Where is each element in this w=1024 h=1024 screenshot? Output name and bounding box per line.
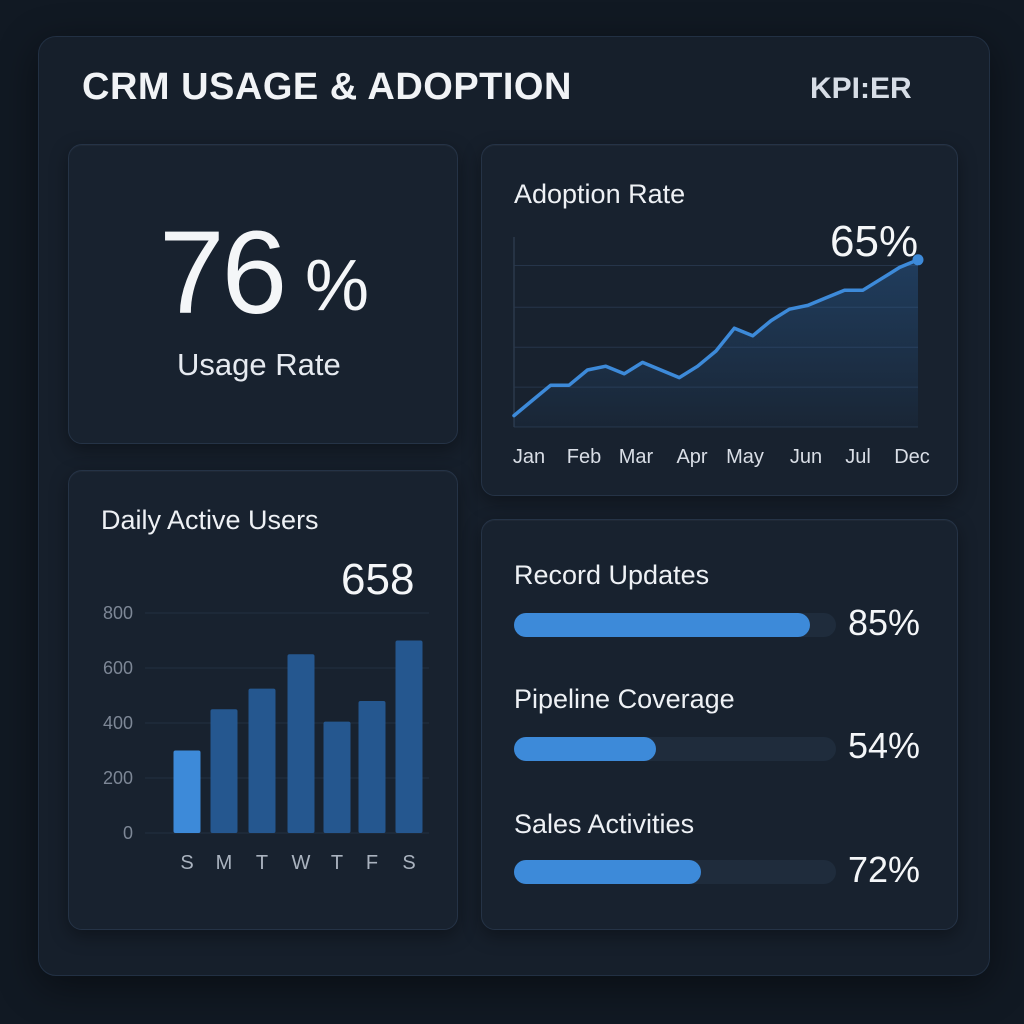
dau-y-axis: 800 600 400 200 0 <box>103 603 133 843</box>
dau-y-tick-label: 800 <box>103 603 133 623</box>
dau-bar <box>358 701 386 833</box>
dau-x-tick-label: F <box>366 852 378 874</box>
metric-label: Record Updates <box>514 560 710 590</box>
adoption-x-tick-label: Apr <box>676 446 707 468</box>
brand-logo: KPI:ER <box>810 72 912 105</box>
adoption-rate-value: 65% <box>830 217 919 266</box>
metric-value: 72% <box>848 849 921 890</box>
dau-x-tick-label: S <box>402 852 415 874</box>
adoption-end-point <box>912 254 924 266</box>
adoption-x-tick-label: Jan <box>513 446 545 468</box>
metric-progress-fill <box>514 613 811 637</box>
metric-label: Pipeline Coverage <box>514 684 735 714</box>
dau-bars <box>173 640 423 833</box>
adoption-rate-card[interactable]: Adoption Rate 65% Jan Feb Mar Apr May Jun Jul D… <box>481 144 958 496</box>
adoption-x-tick-label: Dec <box>894 446 930 468</box>
dau-title: Daily Active Users <box>101 505 319 535</box>
dau-bar <box>323 721 351 833</box>
metric-value: 85% <box>848 602 921 643</box>
metric-progress-track <box>514 737 836 761</box>
daily-active-users-card[interactable]: Daily Active Users 658 800 600 400 200 0 S M T… <box>68 470 458 930</box>
dau-bar <box>173 750 201 833</box>
dau-x-tick-label: S <box>180 852 193 874</box>
adoption-x-tick-label: Jul <box>845 446 871 468</box>
dau-bar <box>248 688 276 833</box>
dau-bar <box>210 709 238 833</box>
metric-progress-fill <box>514 860 701 884</box>
adoption-rate-chart: Jan Feb Mar Apr May Jun Jul Dec <box>512 237 930 468</box>
dashboard-title: CRM USAGE & ADOPTION <box>82 66 572 108</box>
adoption-area <box>514 259 918 427</box>
dau-y-tick-label: 0 <box>123 823 133 843</box>
adoption-x-tick-label: Feb <box>567 446 601 468</box>
dau-value: 658 <box>341 555 415 604</box>
dau-bar <box>287 654 315 833</box>
adoption-x-tick-label: Mar <box>619 446 654 468</box>
dau-bar <box>395 640 423 833</box>
adoption-x-tick-label: May <box>726 446 764 468</box>
dau-x-tick-label: M <box>216 852 233 874</box>
adoption-line <box>512 258 920 418</box>
metric-value: 54% <box>848 725 921 766</box>
dau-x-tick-label: T <box>331 852 343 874</box>
metric-label: Sales Activities <box>514 809 695 839</box>
adoption-x-axis: Jan Feb Mar Apr May Jun Jul Dec <box>513 446 930 468</box>
metric-progress-track <box>514 613 836 637</box>
usage-rate-card[interactable]: 76 % Usage Rate <box>68 144 458 444</box>
dau-y-tick-label: 600 <box>103 658 133 678</box>
usage-rate-label: Usage Rate <box>177 347 341 382</box>
metrics-card[interactable]: Record Updates 85% Pipeline Coverage 54%… <box>481 519 958 930</box>
dau-y-tick-label: 200 <box>103 768 133 788</box>
usage-rate-value: 76 <box>159 207 287 339</box>
metric-progress-fill <box>514 737 656 761</box>
dau-y-tick-label: 400 <box>103 713 133 733</box>
metric-progress-track <box>514 860 836 884</box>
usage-rate-unit: % <box>305 246 370 326</box>
dau-x-tick-label: W <box>292 852 311 874</box>
dau-x-tick-label: T <box>256 852 268 874</box>
adoption-x-tick-label: Jun <box>790 446 822 468</box>
adoption-rate-title: Adoption Rate <box>514 179 686 209</box>
